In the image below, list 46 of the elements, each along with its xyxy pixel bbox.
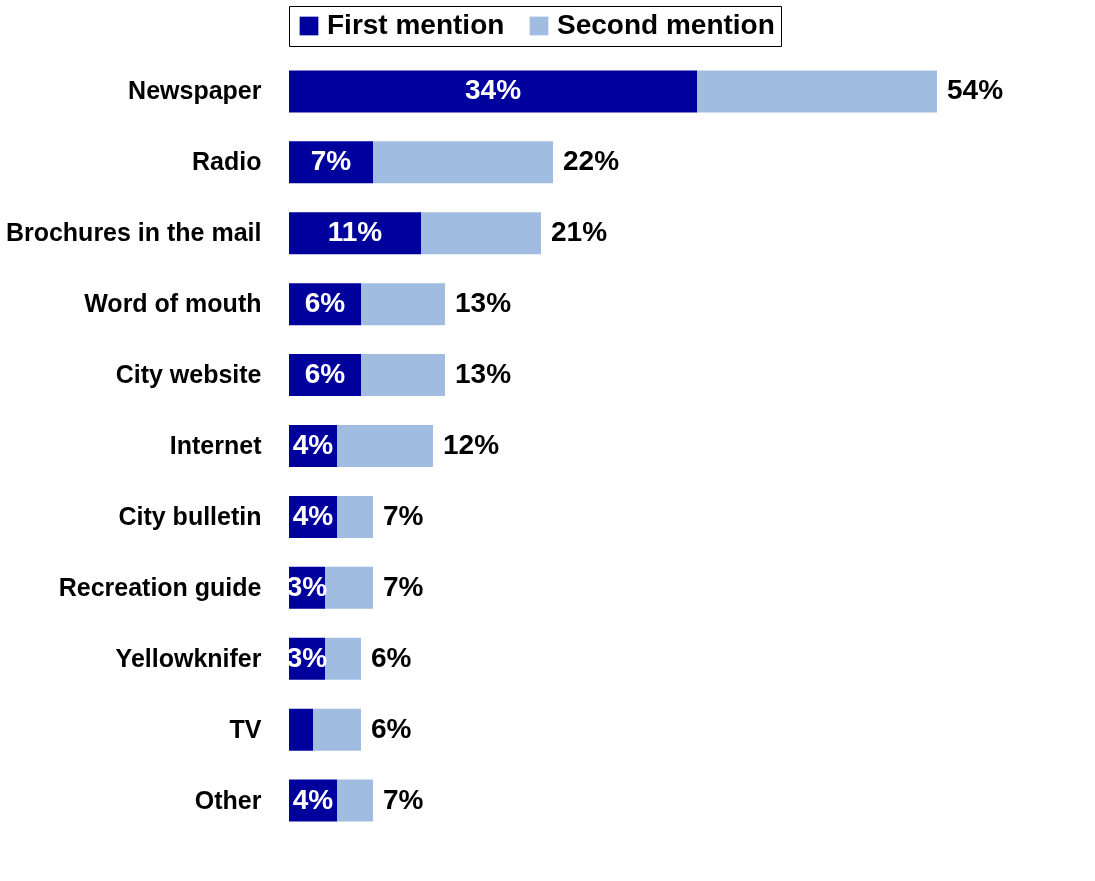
total-label: 7% bbox=[383, 570, 424, 602]
data-label: 34% bbox=[464, 74, 522, 106]
bar bbox=[361, 354, 445, 397]
y-tick-label: Internet bbox=[169, 431, 263, 459]
total-label: 13% bbox=[455, 287, 512, 319]
bar bbox=[289, 212, 421, 255]
bar bbox=[421, 212, 541, 255]
y-tick-label: City bulletin bbox=[118, 501, 262, 530]
data-label: 6% bbox=[304, 287, 346, 319]
total-label: 54% bbox=[947, 74, 1004, 106]
data-label: 4% bbox=[292, 783, 334, 815]
total-label: 7% bbox=[383, 783, 424, 815]
bar bbox=[361, 283, 445, 326]
y-tick-label: Brochures in the mail bbox=[5, 218, 262, 247]
bar bbox=[337, 779, 373, 822]
bar bbox=[337, 495, 373, 538]
legend-label: First mention bbox=[327, 9, 505, 40]
bar bbox=[289, 70, 697, 113]
data-label: 4% bbox=[292, 499, 334, 531]
bar bbox=[313, 708, 361, 751]
y-tick-label: Word of mouth bbox=[84, 289, 262, 318]
total-label: 6% bbox=[371, 712, 412, 744]
data-label: 7% bbox=[310, 145, 352, 177]
y-tick-label: Newspaper bbox=[128, 76, 262, 105]
data-label: 4% bbox=[292, 429, 334, 460]
y-tick-label: TV bbox=[229, 714, 262, 743]
y-tick-label: Recreation guide bbox=[58, 572, 262, 601]
bar bbox=[325, 566, 373, 609]
total-label: 12% bbox=[443, 429, 500, 460]
total-label: 7% bbox=[383, 499, 424, 531]
total-label: 6% bbox=[371, 641, 412, 673]
legend-label: Second mention bbox=[557, 9, 775, 40]
bar bbox=[697, 70, 937, 113]
total-label: 21% bbox=[551, 216, 608, 248]
y-tick-label: City website bbox=[115, 360, 262, 389]
bar bbox=[289, 708, 313, 751]
y-tick-label: Yellowknifer bbox=[115, 643, 262, 672]
bar bbox=[325, 637, 361, 680]
total-label: 13% bbox=[455, 358, 512, 390]
data-label: 11% bbox=[327, 216, 383, 248]
bar bbox=[337, 425, 433, 467]
total-label: 22% bbox=[563, 145, 620, 177]
data-label: 6% bbox=[304, 358, 346, 390]
bar bbox=[373, 141, 553, 184]
y-tick-label: Radio bbox=[192, 147, 262, 176]
y-tick-label: Other bbox=[194, 785, 262, 814]
